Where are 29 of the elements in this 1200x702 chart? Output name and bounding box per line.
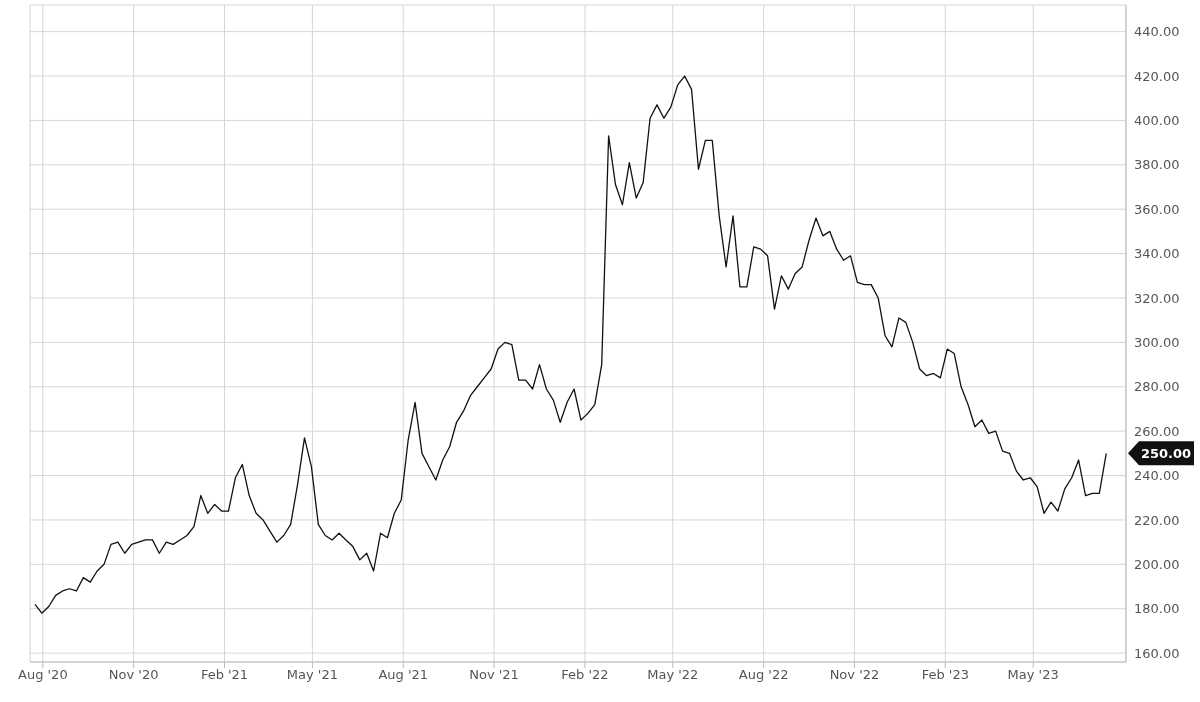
y-tick-label: 300.00	[1134, 334, 1180, 350]
x-tick-label: Aug '20	[18, 667, 68, 683]
y-tick-label: 360.00	[1134, 201, 1180, 217]
x-tick-label: Nov '21	[469, 667, 519, 683]
x-tick-label: Feb '23	[921, 667, 969, 683]
y-tick-label: 420.00	[1134, 68, 1180, 84]
y-tick-label: 220.00	[1134, 512, 1180, 528]
y-tick-label: 340.00	[1134, 246, 1180, 262]
line-series	[34, 75, 1107, 614]
x-tick-label: May '22	[647, 667, 699, 683]
x-tick-label: Aug '21	[378, 667, 429, 683]
y-tick-label: 180.00	[1134, 601, 1180, 617]
x-tick-label: Feb '21	[200, 667, 249, 683]
y-tick-label: 440.00	[1134, 24, 1180, 40]
y-tick-label: 260.00	[1134, 423, 1180, 439]
y-tick-label: 380.00	[1134, 157, 1180, 173]
x-tick-label: Aug '22	[738, 667, 789, 683]
x-tick-label: Nov '22	[829, 667, 880, 683]
x-tick-label: May '21	[286, 667, 338, 683]
x-tick-label: Feb '22	[561, 667, 609, 683]
x-tick-label: Nov '20	[108, 667, 159, 683]
annotation: 250.00	[1140, 445, 1192, 461]
y-tick-label: 320.00	[1134, 290, 1180, 306]
y-tick-label: 160.00	[1134, 645, 1180, 661]
y-tick-label: 200.00	[1134, 556, 1180, 572]
y-tick-label: 280.00	[1134, 379, 1180, 395]
x-tick-label: May '23	[1007, 667, 1059, 683]
y-tick-label: 400.00	[1134, 113, 1180, 129]
y-tick-label: 240.00	[1134, 468, 1180, 484]
